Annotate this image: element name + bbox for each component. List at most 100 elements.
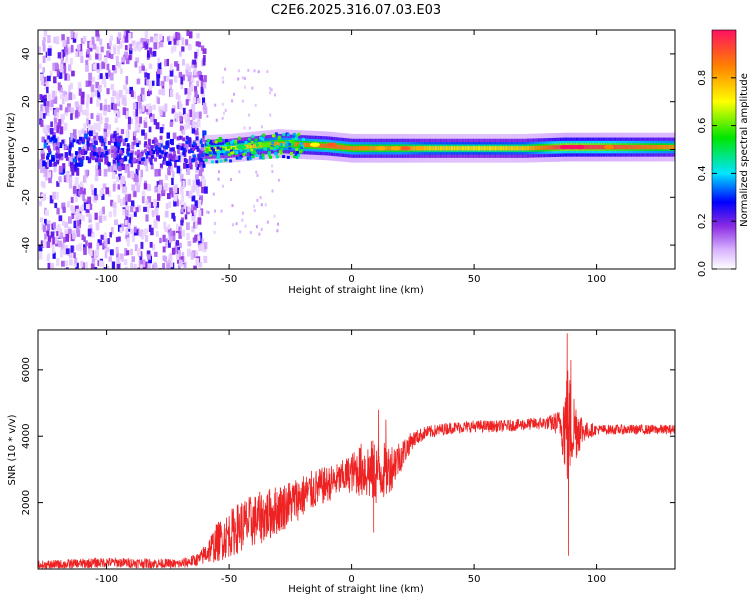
heatmap-cell [241,76,244,80]
heatmap-cell [113,103,117,111]
heatmap-cell [320,143,323,148]
heatmap-cell [123,164,127,170]
heatmap-cell [175,31,179,39]
heatmap-cell [339,144,342,150]
heatmap-cell [99,156,104,162]
heatmap-cell [155,145,159,150]
heatmap-cell [447,146,449,151]
heatmap-cell [157,193,161,201]
heatmap-cell [197,217,202,225]
heatmap-cell [210,146,214,150]
heatmap-cell [100,234,104,240]
heatmap-cell [138,159,142,164]
heatmap-cell [62,62,66,69]
heatmap-cell [292,132,296,136]
heatmap-cell [80,56,84,63]
heatmap-cell [46,241,51,248]
heatmap-cell [48,150,52,155]
heatmap-cell [171,108,175,114]
heatmap-cell [150,154,154,159]
heatmap-cell [113,168,117,175]
heatmap-cell [145,152,149,159]
heatmap-cell [61,53,64,61]
heatmap-cell [209,147,212,152]
heatmap-cell [119,253,124,259]
heatmap-cell [197,153,201,158]
heatmap-cell [137,95,142,101]
heatmap-cell [118,138,122,143]
heatmap-cell [218,150,222,154]
heatmap-cell [84,150,88,155]
heatmap-cell [157,184,162,191]
heatmap-cell [147,196,152,204]
heatmap-cell [136,205,141,212]
heatmap-cell [193,157,197,162]
heatmap-cell [206,114,209,118]
heatmap-cell [147,50,151,58]
heatmap-cell [169,253,173,261]
colorbar-tick-label: 0.4 [697,165,708,181]
heatmap-cell [192,120,195,129]
heatmap-cell [77,140,81,145]
heatmap-cell [95,249,99,256]
heatmap-cell [244,76,247,80]
heatmap-cell [232,223,235,227]
heatmap-cell [209,140,213,144]
heatmap-cell [479,146,481,151]
heatmap-cell [602,144,605,150]
heatmap-cell [188,138,192,145]
heatmap-cell [84,133,88,140]
heatmap-cell [133,173,138,182]
heatmap-cell [52,62,56,71]
heatmap-cell [638,144,641,150]
heatmap-cell [40,95,45,103]
heatmap-cell [623,144,626,150]
heatmap-hotspot [390,146,401,151]
heatmap-cell [105,150,109,155]
heatmap-cell [214,140,218,144]
heatmap-cell [96,33,100,42]
heatmap-cell [187,248,191,257]
heatmap-cell [205,210,208,214]
heatmap-cell [126,237,130,245]
snr-y-axis-label: SNR (10 * v/v) [7,414,18,485]
heatmap-cell [630,144,633,150]
heatmap-cell [170,46,174,54]
heatmap-cell [159,41,164,48]
heatmap-cell [169,147,173,152]
heatmap-cell [95,170,99,177]
heatmap-cell [173,38,177,45]
heatmap-cell [125,111,129,120]
heatmap-cell [150,163,154,170]
heatmap-cell [142,94,146,101]
heatmap-cell [55,36,60,45]
heatmap-cell [85,204,90,210]
heatmap-cell [40,240,45,248]
heatmap-cell [197,235,201,241]
heatmap-cell [514,146,517,151]
heatmap-cell [203,106,208,114]
heatmap-cell [92,194,96,202]
figure-title: C2E6.2025.316.07.03.E03 [271,3,441,18]
heatmap-cell [121,38,125,44]
heatmap-cell [117,49,120,55]
heatmap-cell [230,146,233,151]
heatmap-cell [253,69,256,73]
heatmap-cell [199,161,203,166]
heatmap-cell [597,144,600,150]
heatmap-cell [61,34,65,41]
heatmap-cell [178,71,183,78]
heatmap-cell [145,43,149,50]
heatmap-cell [670,144,672,150]
heatmap-cell [169,63,173,71]
heatmap-cell [133,263,137,269]
heatmap-cell [124,219,128,226]
heatmap-cell [107,128,111,136]
heatmap-cell [237,77,240,81]
heatmap-cell [85,143,90,151]
heatmap-cell [214,209,217,213]
heatmap-cell [274,152,278,156]
heatmap-cell [42,224,47,233]
heatmap-cell [58,119,62,127]
x-tick-label: -100 [95,574,118,585]
